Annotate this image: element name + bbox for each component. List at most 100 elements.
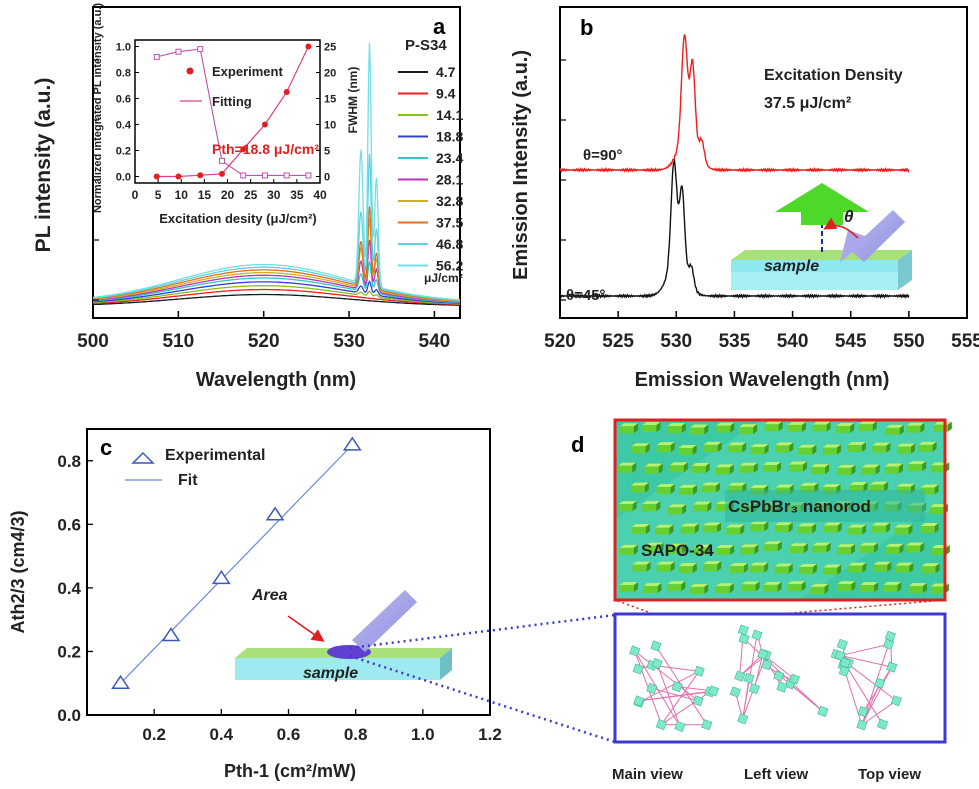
rod-front [906,545,921,553]
rod-side [899,543,904,554]
a-curve-37.5 [92,206,461,302]
network-node [655,719,667,731]
inset-xtick-label-6: 30 [267,188,281,202]
network-node [629,645,641,657]
rod-top [895,562,914,566]
angle-arrow-b [823,217,859,239]
rod-front [812,545,827,553]
legend-fit: Fit [178,472,198,489]
rod-top [656,442,675,446]
rod-side [632,501,637,512]
rod-front [930,507,945,515]
rod-front [656,486,671,494]
rod-side [705,462,710,473]
panel-b-curves [559,33,910,300]
rod-top [885,543,904,547]
rod-side [824,583,829,594]
rod-front [678,447,693,455]
rod-front [630,485,645,493]
inset-fwhm-point-2 [197,46,204,53]
rod-side [826,421,831,432]
rod-front [690,427,705,435]
rod-front [870,484,885,492]
panel-b-label-45: θ=45° [566,287,606,304]
b-xtick-label-4: 540 [777,331,809,352]
c-experimental-point-4 [342,436,362,451]
a-curve-23.4 [92,261,460,304]
a-curve-56.2 [92,42,461,301]
rod-side [909,562,914,573]
rod-front [763,584,778,592]
rod-side [743,563,748,574]
rod-side [851,544,856,555]
rod-top [631,523,650,527]
network-node [701,719,713,731]
network-node [877,718,889,730]
rod-top [787,581,806,585]
panel-a-legend: 4.7 9.4 14.1 18.8 23.4 28.1 32.8 37.5 46.8 56.2 [398,64,463,274]
rod-front [774,566,789,574]
rod-side [920,542,925,553]
sample-front-b [731,260,898,272]
panel-a-legend-title: P-S34 [405,37,447,54]
rod-top [870,481,889,485]
inset-legend-fitting: Fitting [212,94,252,109]
a-legend-label-32.8: 32.8 [436,193,463,209]
rod-top [763,541,782,545]
rod-front [873,564,888,572]
rod-side [899,424,904,435]
rod-front [631,446,646,454]
rod-top [667,543,686,547]
inset-ytick-right-label-2: 10 [324,120,336,132]
rod-side [922,582,927,593]
inset-xtick-label-5: 25 [244,188,258,202]
rod-side [897,581,902,592]
rod-side [922,461,927,472]
rod-side [777,581,782,592]
rod-top [642,421,661,425]
panel-c-sample-schematic: Area sample [235,587,452,682]
rod-top [656,561,675,565]
inset-frame [134,39,321,184]
a-xtick-label-3: 530 [333,331,365,352]
inset-xlabel: Excitation desity (μJ/cm²) [159,211,317,226]
rod-side [682,504,687,515]
rod-top [798,523,817,527]
rod-top [822,484,841,488]
rod-side [932,441,937,452]
rod-front [728,485,743,493]
rod-front [655,527,670,535]
rod-top [774,563,793,567]
sample-label-c: sample [303,665,358,682]
c-ytick-label-4: 0.8 [57,452,81,471]
a-curve-32.8 [92,217,460,303]
network-edge [660,670,700,725]
rod-top [906,542,925,546]
rod-side [707,501,712,512]
network-views [629,624,902,732]
c-xtick-label-5: 1.2 [478,725,502,744]
area-arrow-c [287,615,325,642]
rod-front [667,546,682,554]
sample-base-b [731,272,898,290]
panel-b: 520 525 530 535 540 545 550 555 b Emission Inte… [510,6,979,391]
rod-top [812,542,831,546]
pump-beam-head-b [840,230,870,262]
rod-top [860,582,879,586]
rod-front [920,487,935,495]
a-curve-18.8 [93,280,461,304]
rod-front [631,526,646,534]
panel-b-sample-schematic: θ sample [731,183,912,290]
rod-top [619,544,638,548]
rod-side [730,544,735,555]
rod-front [872,445,887,453]
network-edge [861,700,897,726]
network-node [773,670,785,682]
inset-fwhm-point-1 [175,48,182,55]
rod-front [918,444,933,452]
inset-ytick-right-label-5: 25 [324,42,336,54]
rod-side [683,462,688,473]
rod-top [667,581,686,585]
rod-side [875,464,880,475]
